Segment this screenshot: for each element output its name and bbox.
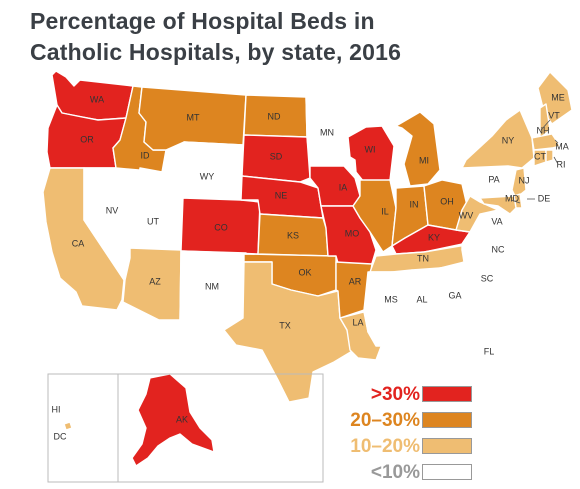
state-label-dc: DC [54,431,67,441]
state-ak [131,373,215,467]
legend-label-10-20: 10–20% [350,436,420,457]
leader-lines [510,119,559,204]
state-ri [545,149,554,163]
state-label-mt: MT [187,112,200,122]
legend-label-under-10: <10% [370,462,420,483]
state-label-la: LA [352,317,363,327]
state-label-de: DE [538,193,551,203]
state-label-il: IL [381,206,389,216]
state-label-wv: WV [459,210,474,220]
state-ma [531,133,561,151]
state-label-ut: UT [147,216,159,226]
state-nj [511,167,527,199]
state-label-nd: ND [268,111,281,121]
legend-item-10-20: 10–20% [348,436,472,457]
state-label-or: OR [80,134,94,144]
state-label-wy: WY [200,171,215,181]
state-label-ok: OK [298,267,311,277]
state-label-ga: GA [448,290,461,300]
state-label-ca: CA [72,238,85,248]
state-label-nv: NV [106,205,119,215]
state-label-ar: AR [349,276,362,286]
legend-swatch-under-10 [422,464,472,480]
state-label-oh: OH [440,196,454,206]
state-label-ct: CT [534,151,546,161]
map-title: Percentage of Hospital Beds in Catholic … [30,6,550,68]
state-label-nm: NM [205,281,219,291]
state-ut [129,167,184,251]
state-label-ny: NY [502,135,515,145]
leader-md [510,199,521,204]
state-label-pa: PA [488,174,499,184]
legend-item-under-10: <10% [348,462,472,483]
legend-label-over-30: >30% [370,384,420,405]
state-label-az: AZ [149,276,161,286]
state-label-md: MD [505,193,519,203]
state-label-nc: NC [492,244,505,254]
leader-ma [554,139,559,144]
legend-swatch-over-30 [422,386,472,402]
state-label-wa: WA [90,94,104,104]
state-label-id: ID [141,150,151,160]
state-label-ma: MA [555,141,569,151]
state-label-tn: TN [417,253,429,263]
state-label-mi: MI [419,155,429,165]
state-ny [461,109,535,169]
states-layer [42,70,573,467]
state-nm [179,250,247,327]
state-mi [395,111,441,187]
legend-item-over-30: >30% [348,384,472,405]
state-label-sd: SD [270,151,283,161]
title-line-1: Percentage of Hospital Beds in [30,8,375,34]
inset-frame [47,373,324,483]
state-label-co: CO [214,222,228,232]
state-label-ia: IA [339,182,348,192]
state-label-mn: MN [320,127,334,137]
labels-layer: WA OR CA NV ID MT WY UT AZ CO NM ND SD NE KS OK TX MN IA MO… [52,92,569,441]
state-label-ak: AK [176,414,188,424]
legend-swatch-10-20 [422,438,472,454]
state-label-in: IN [410,199,419,209]
state-label-mo: MO [345,228,360,238]
state-label-wi: WI [365,144,376,154]
state-label-me: ME [551,92,565,102]
state-wv [455,195,499,233]
legend-swatch-20-30 [422,412,472,428]
state-dc [63,421,73,431]
state-label-tx: TX [279,320,291,330]
state-nc [439,237,527,279]
state-label-ks: KS [287,230,299,240]
state-sd [241,134,311,183]
title-line-2: Catholic Hospitals, by state, 2016 [30,39,402,65]
state-label-ms: MS [384,294,398,304]
state-label-nh: NH [537,125,550,135]
state-label-vt: VT [548,110,560,120]
state-label-fl: FL [484,346,495,356]
state-fl [397,321,501,413]
state-md [479,195,517,215]
state-hi [59,383,109,415]
state-nh [539,103,551,139]
state-label-va: VA [491,216,502,226]
state-label-sc: SC [481,273,494,283]
state-tx [223,261,355,403]
state-il [352,179,397,253]
state-label-nj: NJ [519,175,530,185]
state-label-ne: NE [275,190,288,200]
leader-vt [540,119,551,131]
state-label-ky: KY [428,232,440,242]
state-label-ri: RI [557,159,566,169]
state-label-al: AL [416,294,427,304]
leader-ri [553,156,559,165]
legend-label-20-30: 20–30% [350,410,420,431]
legend-item-20-30: 20–30% [348,410,472,431]
state-label-hi: HI [52,404,61,414]
